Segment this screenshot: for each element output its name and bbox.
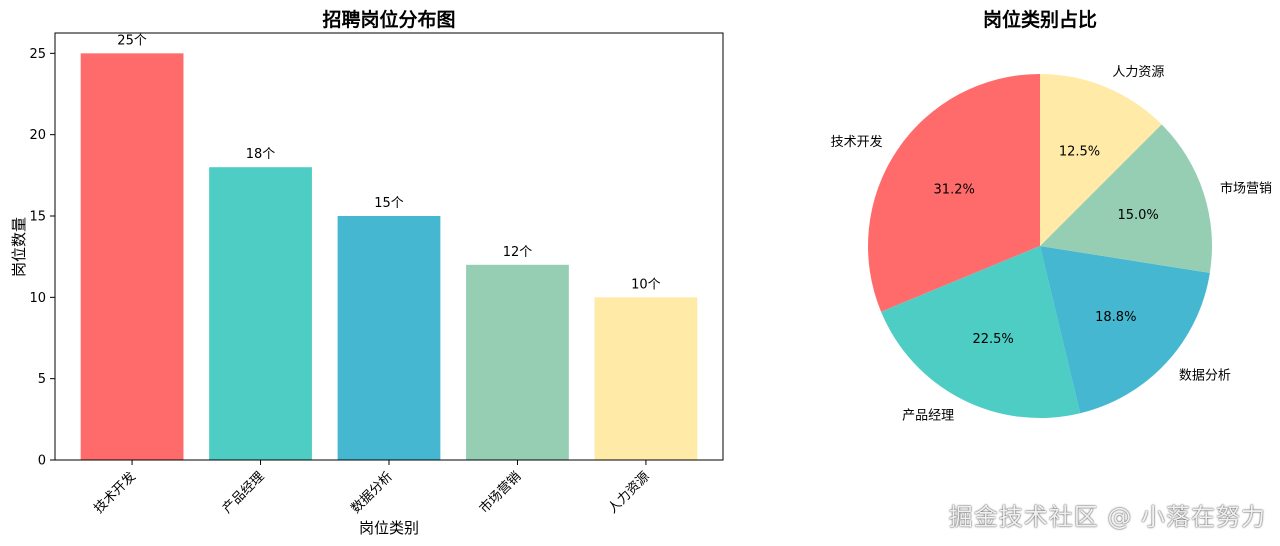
pie-pct-label: 18.8% [1095,310,1136,325]
bar-value-label: 12个 [503,245,533,260]
bar-value-label: 18个 [246,147,276,162]
pie-pct-label: 31.2% [934,183,975,198]
pie-category-label: 数据分析 [1179,368,1231,383]
y-tick-label: 10 [29,291,46,306]
pie-labels: 31.2% 技术开发 22.5% 产品经理 18.8% 数据分析 15.0% 市场营销 12.5… [831,65,1272,423]
pie-slice-5 [1040,74,1162,246]
pie-category-label: 人力资源 [1112,65,1164,80]
x-tick-label: 人力资源 [605,469,652,516]
x-axis-label: 岗位类别 [359,519,419,537]
x-tick-label: 数据分析 [348,469,395,516]
bar-value-label: 15个 [374,196,404,211]
bar-value-labels: 25个 18个 15个 12个 10个 [117,33,660,292]
y-tick-label: 20 [29,128,46,143]
x-tick-label: 产品经理 [220,469,267,516]
pie-slice-3 [1040,246,1210,414]
pie-category-label: 产品经理 [902,409,954,424]
bar-1 [80,53,184,460]
bar-2 [209,167,312,460]
bar-chart-title: 招聘岗位分布图 [322,8,455,31]
bar-chart: 招聘岗位分布图 25个 18个 15个 12个 10个 0 5 10 15 20 25 技术开发 产… [10,8,724,537]
bar-3 [337,216,441,460]
x-tick-label: 市场营销 [476,469,524,517]
y-tick-label: 5 [38,372,46,387]
pie-chart: 岗位类别占比 31.2% 技术开发 22.5% 产品经理 18.8% 数据分析 15.0% 市… [831,8,1272,424]
pie-category-label: 市场营销 [1220,181,1272,197]
y-axis: 0 5 10 15 20 25 [29,47,55,469]
pie-category-label: 技术开发 [831,134,883,150]
bar-value-label: 10个 [631,277,661,292]
y-tick-label: 25 [29,47,46,62]
y-axis-label: 岗位数量 [10,217,28,277]
pie-slice-4 [1040,124,1212,273]
y-tick-label: 15 [29,210,46,225]
pie-slices [868,74,1212,418]
bar-4 [466,264,569,460]
pie-pct-label: 12.5% [1059,145,1100,160]
pie-chart-title: 岗位类别占比 [983,8,1097,31]
y-tick-label: 0 [38,454,46,469]
bar-marks [80,53,698,460]
watermark: 掘金技术社区 @ 小落在努力 [948,503,1266,531]
bar-value-label: 25个 [117,33,147,48]
pie-slice-2 [881,246,1081,418]
pie-pct-label: 15.0% [1117,208,1158,223]
pie-slice-1 [868,74,1040,312]
x-tick-label: 技术开发 [91,469,139,517]
bar-5 [594,297,698,460]
x-axis: 技术开发 产品经理 数据分析 市场营销 人力资源 [91,460,653,517]
pie-pct-label: 22.5% [972,332,1013,347]
